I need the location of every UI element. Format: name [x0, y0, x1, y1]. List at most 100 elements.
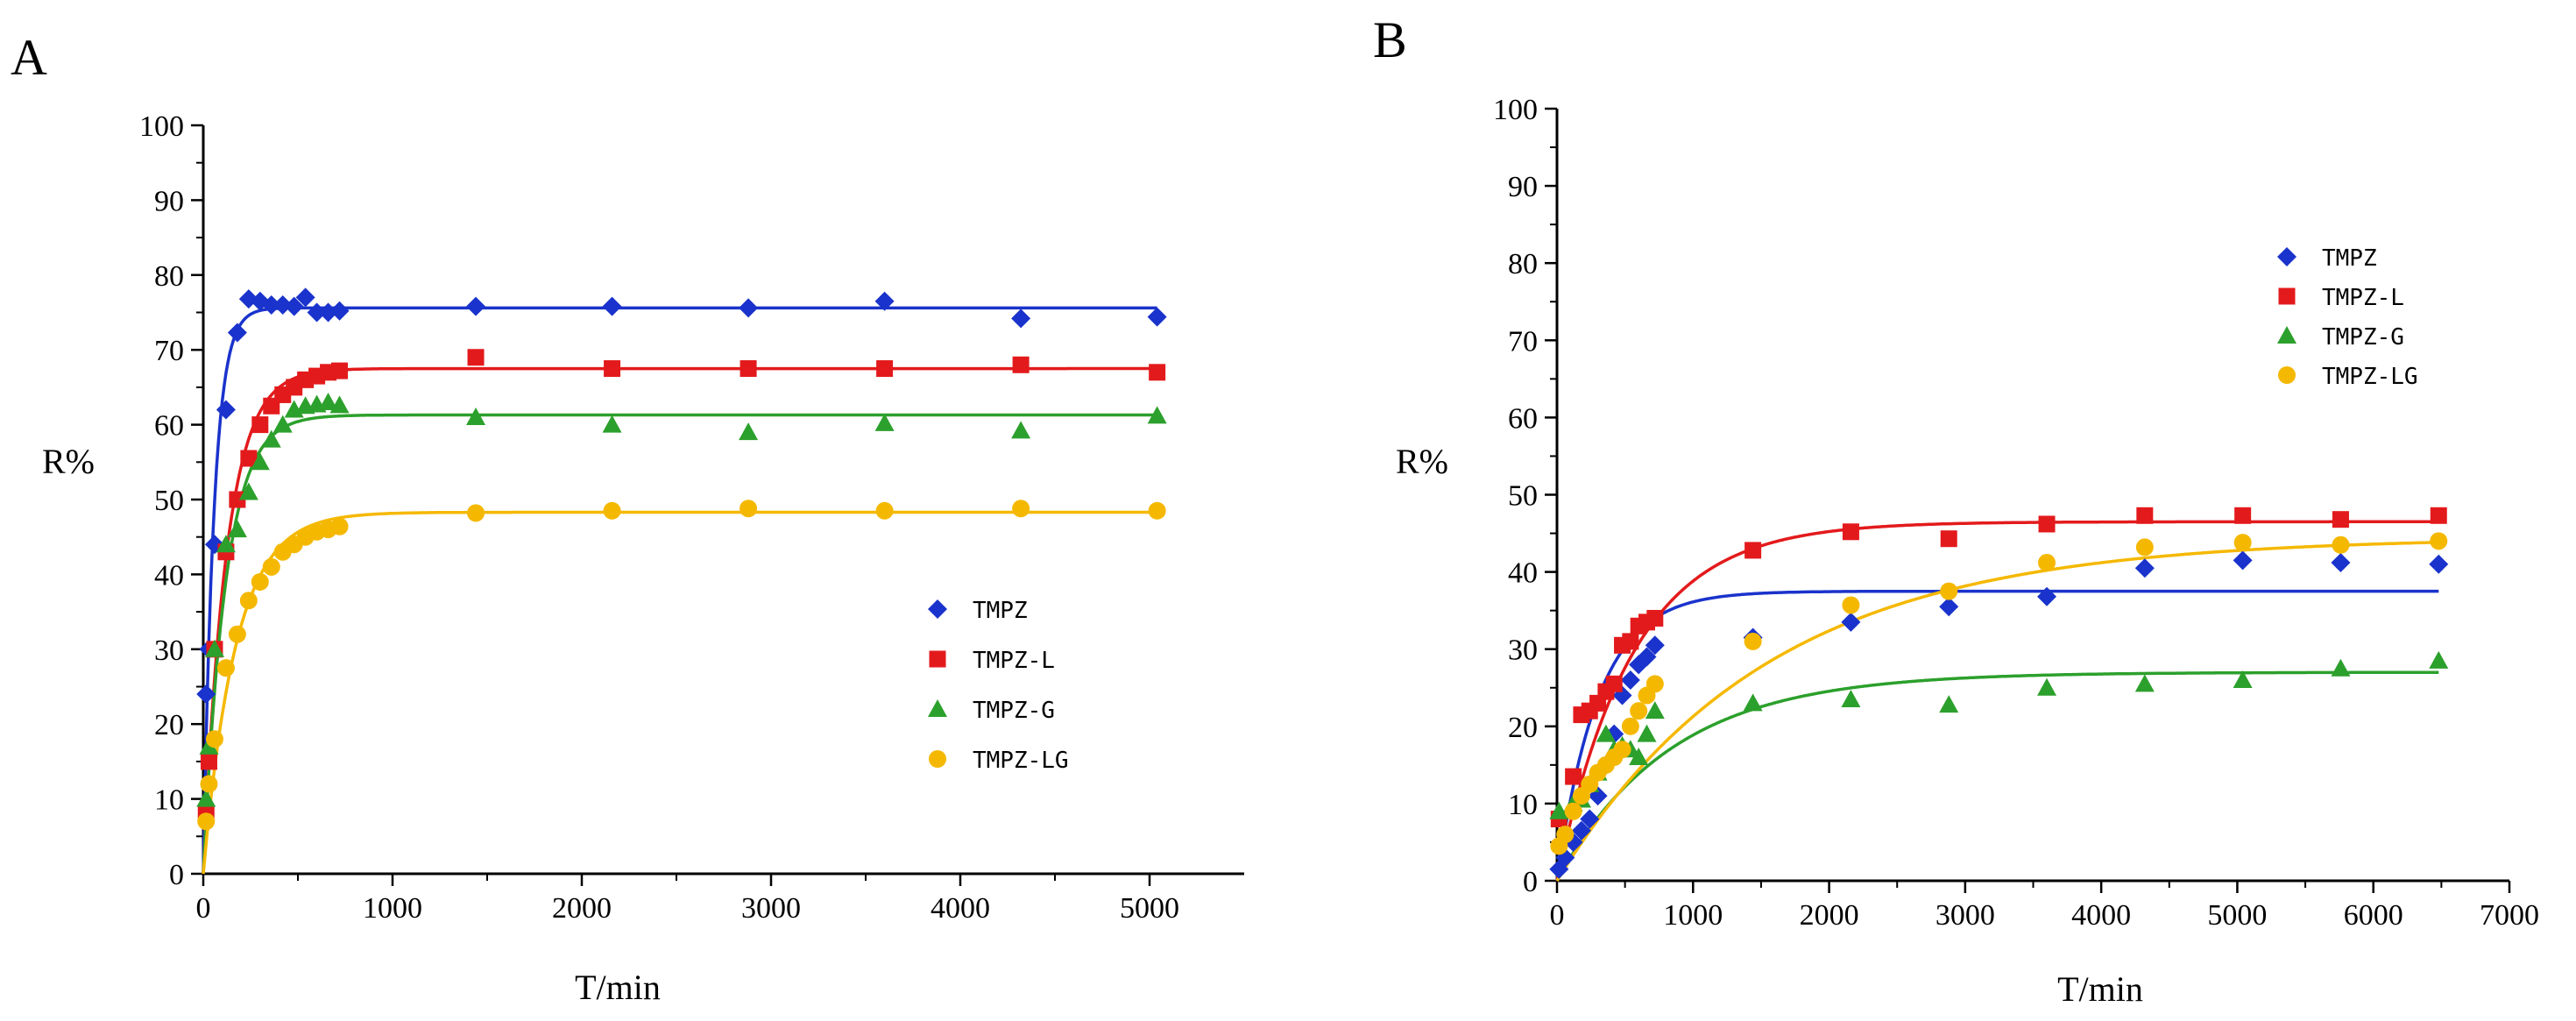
panel-b-point-tmpz-g — [1939, 695, 1959, 713]
panel-b-legend-marker-tmpz-l — [2278, 287, 2296, 305]
panel-a-x-tick-label: 4000 — [931, 892, 990, 925]
panel-a-point-tmpz-g — [216, 535, 236, 553]
panel-b-point-tmpz — [1620, 670, 1640, 690]
panel-b-legend-marker-tmpz-lg — [2278, 366, 2296, 384]
panel-a-y-tick-label: 90 — [154, 185, 184, 217]
panel-a-point-tmpz — [874, 291, 895, 311]
panel-a-point-tmpz — [602, 296, 622, 316]
panel-a-x-tick-label: 5000 — [1120, 892, 1179, 925]
panel-b-point-tmpz — [2134, 558, 2155, 578]
panel-a-y-tick-label: 30 — [154, 635, 184, 667]
panel-a-point-tmpz — [216, 400, 236, 420]
panel-a-point-tmpz-l — [1012, 356, 1030, 373]
panel-b-point-tmpz-lg — [2135, 538, 2154, 557]
panel-a-point-tmpz — [307, 302, 327, 323]
panel-b-point-tmpz-g — [2134, 674, 2155, 692]
panel-b-point-tmpz-lg — [1940, 582, 1958, 600]
panel-a-point-tmpz-g — [874, 413, 895, 431]
panel-b-x-tick-label: 2000 — [1800, 899, 1859, 932]
panel-a-point-tmpz-g — [250, 452, 270, 471]
panel-b: B T/min R% 0 1000 2000 3000 4000 5000 6000 7000… — [1373, 11, 2539, 1009]
panel-a-x-tick-label: 3000 — [741, 892, 801, 925]
panel-a-point-tmpz-lg — [197, 812, 216, 831]
panel-b-legend-label-tmpz-lg: TMPZ-LG — [2322, 364, 2418, 390]
panel-a-legend-label-tmpz-l: TMPZ-L — [973, 648, 1055, 674]
panel-b-point-tmpz-l — [1842, 523, 1859, 541]
panel-b-x-tick-label: 0 — [1550, 899, 1565, 932]
panel-a-point-tmpz-lg — [200, 775, 218, 793]
panel-a-point-tmpz-g — [204, 639, 224, 657]
panel-b-legend-label-tmpz-l: TMPZ-L — [2322, 285, 2404, 311]
panel-a-point-tmpz-l — [331, 362, 349, 379]
panel-b-point-tmpz-g — [1645, 701, 1665, 720]
panel-b-point-tmpz-lg — [1744, 632, 1762, 650]
panel-a-point-tmpz — [196, 684, 216, 705]
panel-a-point-tmpz-lg — [205, 730, 223, 748]
panel-b-point-tmpz-g — [2429, 650, 2449, 669]
panel-a: A T/min R% 0 1000 2000 3000 4000 5000 0 10 20 30 4… — [11, 29, 1244, 1007]
panel-b-x-tick-label: 1000 — [1663, 899, 1723, 932]
panel-b-fit-line-tmpz-lg — [1555, 541, 2439, 882]
panel-b-y-tick-label: 10 — [1508, 789, 1538, 821]
panel-a-y-tick-label: 80 — [154, 260, 184, 293]
panel-a-point-tmpz — [284, 296, 304, 316]
panel-b-legend-marker-tmpz — [2277, 247, 2296, 266]
panel-b-point-tmpz-lg — [1842, 596, 1860, 614]
panel-a-point-tmpz-g — [1147, 406, 1167, 424]
panel-b-point-tmpz-l — [1565, 768, 1582, 785]
panel-a-y-tick-label: 100 — [139, 110, 184, 143]
panel-a-point-tmpz — [1147, 307, 1167, 327]
panel-a-point-tmpz-lg — [740, 500, 758, 518]
panel-a-point-tmpz — [329, 301, 350, 321]
panel-b-point-tmpz-lg — [2038, 554, 2056, 572]
panel-b-point-tmpz-l — [1646, 609, 1664, 627]
panel-b-point-tmpz-lg — [1556, 826, 1575, 844]
panel-a-point-tmpz-lg — [1148, 501, 1166, 520]
panel-b-fit-line-tmpz — [1555, 589, 2439, 882]
panel-a-y-tick-label: 70 — [154, 335, 184, 367]
panel-a-y-tick-label: 50 — [154, 485, 184, 517]
panel-a-y-tick-label: 60 — [154, 410, 184, 443]
panel-b-point-tmpz-lg — [2233, 534, 2252, 552]
panel-a-point-tmpz-lg — [262, 557, 280, 576]
panel-b-point-tmpz — [2233, 550, 2253, 571]
panel-a-plot-area: 0 1000 2000 3000 4000 5000 0 10 20 30 40 50 60 70 80 90… — [139, 110, 1244, 925]
panel-a-point-tmpz-g — [272, 415, 293, 433]
panel-a-point-tmpz — [1011, 308, 1031, 329]
panel-a-point-tmpz-g — [602, 415, 622, 433]
panel-a-fit-line-tmpz-lg — [202, 510, 1157, 875]
panel-b-point-tmpz-lg — [1645, 675, 1664, 693]
panel-a-point-tmpz-g — [329, 395, 350, 414]
panel-a-point-tmpz-l — [1149, 364, 1166, 381]
panel-b-point-tmpz-lg — [1630, 702, 1648, 720]
panel-b-x-tick-label: 4000 — [2071, 899, 2131, 932]
panel-b-point-tmpz-l — [1605, 675, 1623, 692]
panel-a-point-tmpz-g — [196, 789, 216, 807]
panel-b-point-tmpz — [1645, 635, 1665, 656]
panel-b-point-tmpz-l — [2136, 507, 2154, 524]
panel-a-x-tick-label: 0 — [196, 892, 211, 925]
panel-b-point-tmpz-g — [1841, 689, 1861, 707]
panel-a-point-tmpz-g — [739, 422, 759, 441]
panel-a-point-tmpz-lg — [251, 572, 269, 591]
panel-b-point-tmpz-lg — [1621, 717, 1639, 735]
panel-b-point-tmpz-l — [2332, 511, 2349, 528]
panel-b-point-tmpz-l — [2234, 507, 2252, 524]
panel-b-point-tmpz-g — [1637, 724, 1657, 742]
panel-a-legend-label-tmpz-g: TMPZ-G — [973, 698, 1055, 724]
panel-a-point-tmpz — [272, 294, 293, 315]
panel-a-legend-marker-tmpz — [928, 599, 947, 619]
panel-b-y-tick-label: 40 — [1508, 557, 1538, 590]
panel-b-point-tmpz-g — [2233, 670, 2253, 688]
panel-a-point-tmpz — [318, 302, 338, 323]
panel-a-fit-line-tmpz-g — [202, 413, 1157, 875]
panel-b-point-tmpz-g — [2037, 677, 2057, 696]
panel-a-point-tmpz-l — [229, 491, 246, 508]
panel-b-x-tick-label: 3000 — [1936, 899, 1995, 932]
panel-a-y-tick-label: 20 — [154, 709, 184, 741]
panel-b-legend-marker-tmpz-g — [2277, 326, 2296, 344]
panel-a-x-axis-title: T/min — [575, 968, 661, 1007]
panel-b-fit-line-tmpz-l — [1555, 520, 2439, 882]
panel-a-point-tmpz-l — [240, 450, 258, 467]
